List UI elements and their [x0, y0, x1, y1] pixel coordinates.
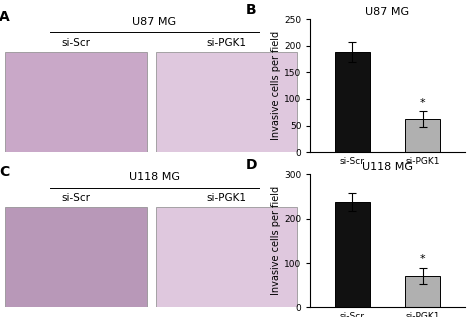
Bar — [335, 202, 370, 307]
Bar — [405, 119, 440, 152]
Y-axis label: Invasive cells per field: Invasive cells per field — [272, 186, 282, 295]
Text: B: B — [246, 3, 256, 17]
FancyBboxPatch shape — [5, 52, 146, 152]
Title: U118 MG: U118 MG — [362, 162, 413, 172]
Y-axis label: Invasive cells per field: Invasive cells per field — [272, 31, 282, 140]
Text: A: A — [0, 10, 9, 24]
FancyBboxPatch shape — [5, 207, 146, 307]
Text: C: C — [0, 165, 9, 179]
Text: D: D — [246, 158, 257, 172]
Text: si-PGK1: si-PGK1 — [207, 37, 246, 48]
Text: si-Scr: si-Scr — [61, 37, 90, 48]
Text: U118 MG: U118 MG — [128, 172, 180, 182]
Text: *: * — [419, 255, 425, 264]
Title: U87 MG: U87 MG — [365, 7, 410, 17]
Text: *: * — [419, 98, 425, 108]
FancyBboxPatch shape — [155, 52, 297, 152]
Text: U87 MG: U87 MG — [132, 16, 176, 27]
Text: si-PGK1: si-PGK1 — [207, 193, 246, 203]
FancyBboxPatch shape — [155, 207, 297, 307]
Bar — [335, 52, 370, 152]
Text: si-Scr: si-Scr — [61, 193, 90, 203]
Bar — [405, 275, 440, 307]
